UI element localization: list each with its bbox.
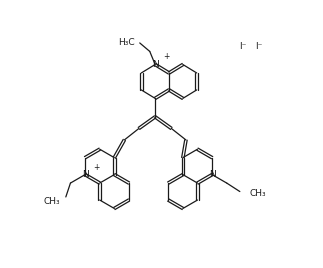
Text: I⁻: I⁻ <box>255 42 262 51</box>
Text: N: N <box>152 60 159 69</box>
Text: CH₃: CH₃ <box>43 197 60 206</box>
Text: I⁻: I⁻ <box>239 42 246 51</box>
Text: N: N <box>82 170 89 179</box>
Text: +: + <box>93 162 99 172</box>
Text: CH₃: CH₃ <box>249 189 266 198</box>
Text: +: + <box>163 53 169 61</box>
Text: N: N <box>209 170 215 179</box>
Text: H₃C: H₃C <box>119 38 135 47</box>
